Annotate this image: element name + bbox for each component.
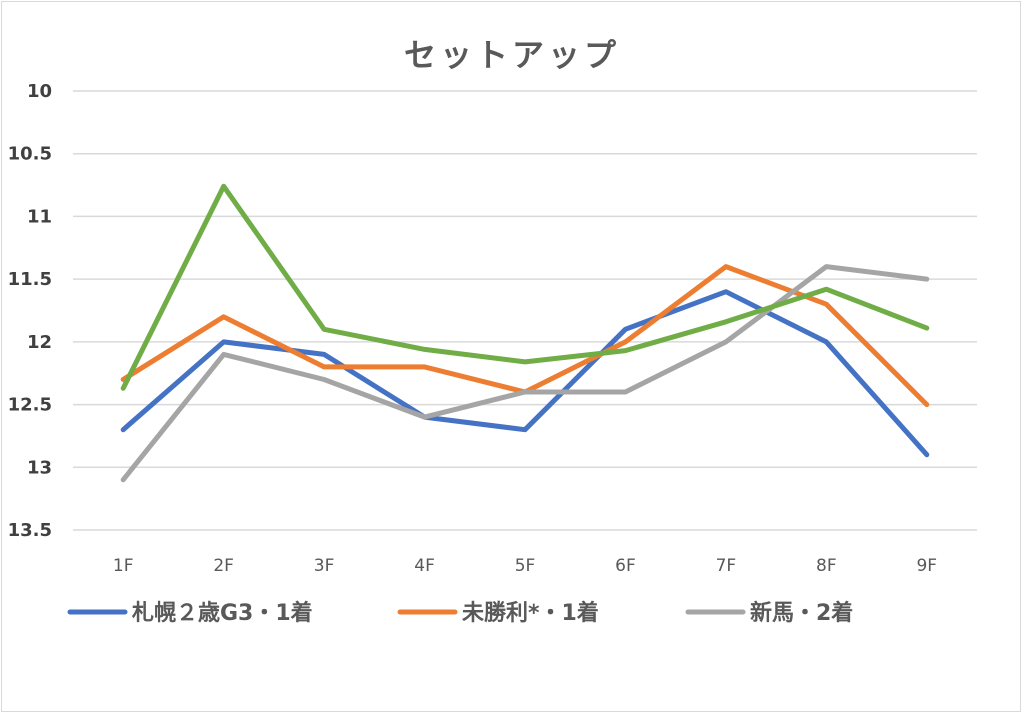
x-tick-label: 2F xyxy=(213,556,234,576)
y-tick-label: 10 xyxy=(27,81,52,102)
y-tick-label: 12 xyxy=(27,332,52,353)
x-tick-label: 8F xyxy=(816,556,837,576)
x-tick-label: 4F xyxy=(414,556,435,576)
x-tick-label: 7F xyxy=(716,556,737,576)
y-tick-label: 11.5 xyxy=(8,269,52,290)
y-tick-label: 11 xyxy=(27,206,52,227)
x-tick-label: 6F xyxy=(615,556,636,576)
series-lines xyxy=(120,183,930,483)
y-tick-label: 13.5 xyxy=(8,520,52,541)
y-tick-label: 13 xyxy=(27,457,52,478)
gridlines xyxy=(73,90,977,531)
series-line-2 xyxy=(120,264,930,483)
x-tick-label: 1F xyxy=(113,556,134,576)
y-tick-label: 12.5 xyxy=(8,395,52,416)
legend-label-1: 未勝利*・1着 xyxy=(462,600,599,626)
legend-label-0: 札幌２歳G3・1着 xyxy=(131,600,313,626)
legend-label-2: 新馬・2着 xyxy=(750,600,853,626)
series-line-1 xyxy=(120,264,930,408)
series-line-3 xyxy=(120,183,930,391)
legend: 札幌２歳G3・1着 未勝利*・1着 新馬・2着 xyxy=(67,600,853,626)
x-tick-label: 3F xyxy=(314,556,335,576)
x-tick-label: 5F xyxy=(515,556,536,576)
x-axis-ticks: 1F 2F 3F 4F 5F 6F 7F 8F 9F xyxy=(113,556,937,576)
series-line-0 xyxy=(120,289,930,458)
y-axis-ticks: 10 10.5 11 11.5 12 12.5 13 13.5 xyxy=(8,81,52,541)
y-tick-label: 10.5 xyxy=(8,144,52,165)
x-tick-label: 9F xyxy=(916,556,937,576)
chart-title: セットアップ xyxy=(404,36,620,74)
